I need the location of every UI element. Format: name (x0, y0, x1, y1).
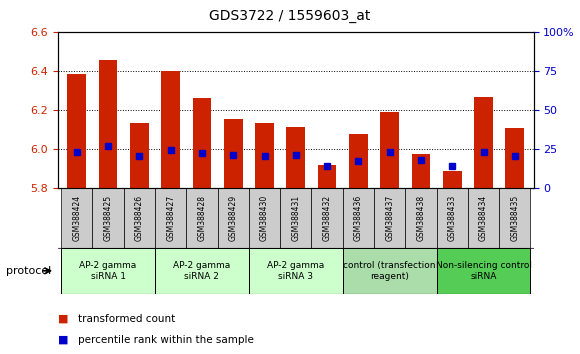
Text: GSM388429: GSM388429 (229, 195, 238, 241)
Bar (437, 188, 468, 248)
Bar (193, 98, 211, 188)
Text: GSM388427: GSM388427 (166, 195, 175, 241)
Bar (186, 188, 218, 248)
Text: GDS3722 / 1559603_at: GDS3722 / 1559603_at (209, 9, 371, 23)
Bar (343, 248, 437, 294)
Text: ■: ■ (58, 335, 68, 345)
Text: GSM388436: GSM388436 (354, 195, 363, 241)
Bar (130, 123, 148, 188)
Text: ■: ■ (58, 314, 68, 324)
Text: GSM388437: GSM388437 (385, 195, 394, 241)
Text: GSM388430: GSM388430 (260, 195, 269, 241)
Bar (343, 188, 374, 248)
Bar (224, 119, 242, 188)
Bar (61, 188, 92, 248)
Text: percentile rank within the sample: percentile rank within the sample (78, 335, 254, 345)
Text: GSM388425: GSM388425 (104, 195, 113, 241)
Bar (405, 188, 437, 248)
Bar (99, 60, 117, 188)
Bar (499, 188, 531, 248)
Text: GSM388432: GSM388432 (322, 195, 332, 241)
Text: GSM388433: GSM388433 (448, 195, 456, 241)
Bar (155, 248, 249, 294)
Bar (92, 188, 124, 248)
Bar (287, 127, 305, 188)
Text: protocol: protocol (6, 266, 51, 276)
Bar (155, 188, 186, 248)
Text: transformed count: transformed count (78, 314, 176, 324)
Bar (249, 188, 280, 248)
Text: GSM388435: GSM388435 (510, 195, 519, 241)
Bar (249, 248, 343, 294)
Bar (349, 134, 368, 188)
Bar (412, 154, 430, 188)
Text: Non-silencing control
siRNA: Non-silencing control siRNA (436, 261, 531, 280)
Text: AP-2 gamma
siRNA 1: AP-2 gamma siRNA 1 (79, 261, 137, 280)
Text: GSM388431: GSM388431 (291, 195, 300, 241)
Bar (437, 248, 531, 294)
Bar (61, 248, 155, 294)
Bar (67, 74, 86, 188)
Text: GSM388428: GSM388428 (197, 195, 206, 241)
Bar (443, 171, 462, 188)
Bar (380, 112, 399, 188)
Bar (468, 188, 499, 248)
Bar (505, 128, 524, 188)
Bar (374, 188, 405, 248)
Bar (311, 188, 343, 248)
Bar (255, 123, 274, 188)
Text: control (transfection
reagent): control (transfection reagent) (343, 261, 436, 280)
Text: AP-2 gamma
siRNA 2: AP-2 gamma siRNA 2 (173, 261, 231, 280)
Text: AP-2 gamma
siRNA 3: AP-2 gamma siRNA 3 (267, 261, 324, 280)
Text: GSM388438: GSM388438 (416, 195, 426, 241)
Text: GSM388426: GSM388426 (135, 195, 144, 241)
Bar (161, 71, 180, 188)
Text: GSM388434: GSM388434 (479, 195, 488, 241)
Bar (218, 188, 249, 248)
Bar (124, 188, 155, 248)
Text: GSM388424: GSM388424 (72, 195, 81, 241)
Bar (318, 165, 336, 188)
Bar (474, 97, 493, 188)
Bar (280, 188, 311, 248)
